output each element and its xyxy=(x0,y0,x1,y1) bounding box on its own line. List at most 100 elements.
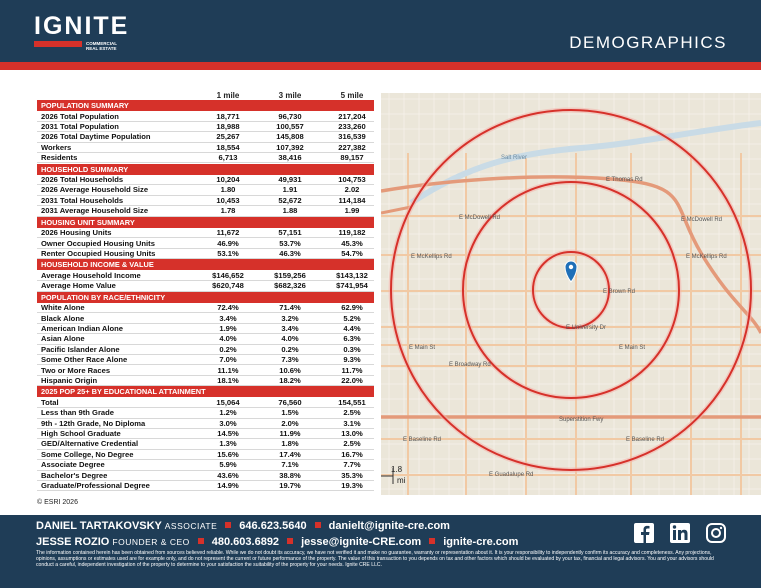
cell: 5.2% xyxy=(343,313,361,323)
row-label: Associate Degree xyxy=(41,460,105,470)
cell: $159,256 xyxy=(274,270,306,280)
row-label: Owner Occupied Housing Units xyxy=(41,238,155,248)
table-row: Owner Occupied Housing Units 46.9% 53.7% 45… xyxy=(37,239,374,249)
map-label: E Main St xyxy=(619,345,645,351)
cell: 72.4% xyxy=(217,303,239,313)
cell: 10,204 xyxy=(216,175,240,184)
cell: 43.6% xyxy=(217,470,239,480)
cell: 76,560 xyxy=(278,397,302,407)
cell: 3.1% xyxy=(343,418,361,428)
cell: 3.4% xyxy=(281,323,299,333)
cell: 17.4% xyxy=(279,449,301,459)
website[interactable]: ignite-cre.com xyxy=(443,536,519,548)
row-label: 2031 Total Households xyxy=(41,195,124,205)
table-row: 2031 Average Household Size 1.78 1.88 1.99 xyxy=(37,206,374,217)
cell: 52,672 xyxy=(278,195,302,205)
location-pin-dot xyxy=(568,264,574,270)
cell: 6.3% xyxy=(343,334,361,344)
table-row: GED/Alternative Credential 1.3% 1.8% 2.5% xyxy=(37,439,374,450)
cell: 46.9% xyxy=(217,238,239,248)
cell: 96,730 xyxy=(278,111,302,121)
cell: $146,652 xyxy=(212,270,244,280)
row-label: Renter Occupied Housing Units xyxy=(41,248,156,258)
cell: 53.7% xyxy=(279,238,301,248)
logo-sub: COMMERCIAL xyxy=(86,41,117,46)
instagram-icon[interactable] xyxy=(706,523,726,543)
cell: 7.3% xyxy=(281,355,299,365)
row-label: 2031 Total Population xyxy=(41,121,119,131)
linkedin-icon[interactable] xyxy=(670,523,690,543)
cell: 5.9% xyxy=(219,460,237,470)
cell: 11.1% xyxy=(217,365,239,375)
contact-phone: 480.603.6892 xyxy=(211,536,280,548)
cell: 2.5% xyxy=(343,439,361,449)
row-label: Hispanic Origin xyxy=(41,375,98,385)
cell: 145,808 xyxy=(276,132,304,142)
table-row: Less than 9th Grade 1.2% 1.5% 2.5% xyxy=(37,408,374,419)
table-row: White Alone 72.4% 71.4% 62.9% xyxy=(37,303,374,314)
row-label: Residents xyxy=(41,153,78,163)
cell: $620,748 xyxy=(212,281,244,291)
table-row: Total 15,064 76,560 154,551 xyxy=(37,397,374,409)
cell: 18,988 xyxy=(216,121,240,131)
map-label: E McDowell Rd xyxy=(459,215,500,221)
cell: 1.88 xyxy=(282,206,298,216)
map-label: E Brown Rd xyxy=(603,289,635,295)
cell: 54.7% xyxy=(341,248,363,258)
freeway xyxy=(381,175,761,334)
cell: 2.02 xyxy=(344,185,360,195)
table-row: Renter Occupied Housing Units 53.1% 46.3% 5… xyxy=(37,248,374,260)
cell: 46.3% xyxy=(279,248,301,258)
cell: 10,453 xyxy=(216,195,240,205)
section-header: POPULATION BY RACE/ETHNICITY xyxy=(37,291,374,303)
table-row: Bachelor's Degree 43.6% 38.8% 35.3% xyxy=(37,471,374,481)
cell: 7.1% xyxy=(281,460,299,470)
cell: 3.0% xyxy=(219,418,237,428)
row-label: Average Home Value xyxy=(41,281,116,291)
cell: 154,551 xyxy=(338,397,366,407)
row-label: High School Graduate xyxy=(41,429,121,438)
page-title: DEMOGRAPHICS xyxy=(569,33,727,52)
section-header: POPULATION SUMMARY xyxy=(37,100,374,111)
cell: 71.4% xyxy=(279,303,301,313)
cell: 18.2% xyxy=(279,375,301,385)
scale-label: 1.8 xyxy=(391,465,403,474)
cell: 217,204 xyxy=(338,111,366,121)
contact-role: ASSOCIATE xyxy=(164,521,218,531)
cell: 119,182 xyxy=(338,228,366,238)
cell: 1.5% xyxy=(281,408,299,418)
disclaimer: The information contained herein has bee… xyxy=(36,550,714,569)
cell: 11.9% xyxy=(279,429,301,438)
column-header: 5 mile xyxy=(340,91,364,100)
row-label: 2026 Total Population xyxy=(41,111,119,121)
map-label: E Main St xyxy=(409,345,435,351)
cell: 45.3% xyxy=(341,238,363,248)
cell: $143,132 xyxy=(336,270,368,280)
cell: 9.3% xyxy=(343,355,361,365)
cell: 3.4% xyxy=(219,313,237,323)
cell: 107,392 xyxy=(276,142,304,152)
table-row: Asian Alone 4.0% 4.0% 6.3% xyxy=(37,334,374,345)
cell: 18,771 xyxy=(216,111,240,121)
row-label: Bachelor's Degree xyxy=(41,470,108,480)
contact-email[interactable]: jesse@ignite-CRE.com xyxy=(301,536,422,548)
cell: 6,713 xyxy=(218,153,238,163)
map-label: E McKellips Rd xyxy=(411,254,452,260)
cell: 1.2% xyxy=(219,408,237,418)
cell: 114,184 xyxy=(338,195,366,205)
cell: 57,151 xyxy=(278,228,302,238)
table-row: Associate Degree 5.9% 7.1% 7.7% xyxy=(37,460,374,471)
table-row: 2026 Total Households 10,204 49,931 104,753 xyxy=(37,175,374,186)
table-row: 2026 Total Daytime Population 25,267 145,8… xyxy=(37,132,374,143)
table-row: High School Graduate 14.5% 11.9% 13.0% xyxy=(37,429,374,440)
facebook-icon[interactable] xyxy=(634,523,654,543)
cell: 16.7% xyxy=(341,449,363,459)
cell: 1.78 xyxy=(220,206,236,216)
table-row: American Indian Alone 1.9% 3.4% 4.4% xyxy=(37,323,374,335)
row-label: Average Household Income xyxy=(41,270,141,280)
row-label: 9th - 12th Grade, No Diploma xyxy=(41,418,146,428)
table-row: 2031 Total Population 18,988 100,557 233,26… xyxy=(37,121,374,133)
cell: 0.3% xyxy=(343,344,361,354)
contact-email[interactable]: danielt@ignite-cre.com xyxy=(328,520,450,532)
